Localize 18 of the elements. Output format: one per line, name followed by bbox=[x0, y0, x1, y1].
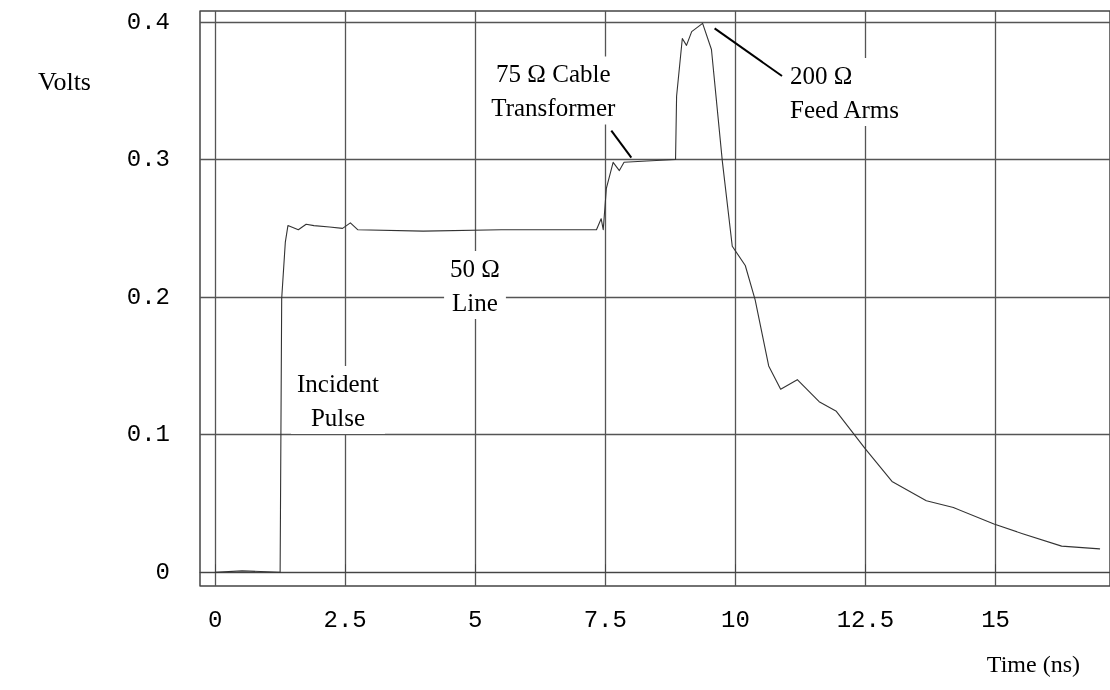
annotation: Incident Pulse bbox=[297, 369, 379, 431]
x-tick-label: 2.5 bbox=[323, 606, 367, 634]
x-tick-label: 0 bbox=[207, 606, 223, 634]
x-axis-title: Time (ns) bbox=[986, 651, 1081, 677]
x-tick-label: 7.5 bbox=[583, 606, 627, 634]
annotation: 200 Ω Feed Arms bbox=[790, 61, 900, 123]
x-tick-label: 15 bbox=[981, 606, 1010, 634]
annotation: 75 Ω Cable Transformer bbox=[491, 60, 617, 122]
y-tick-label: 0.2 bbox=[126, 283, 170, 311]
annotation: 50 Ω Line bbox=[450, 254, 500, 316]
x-tick-label: 12.5 bbox=[836, 606, 895, 634]
y-tick-label: 0.1 bbox=[126, 421, 170, 449]
y-tick-label: 0.4 bbox=[126, 8, 170, 36]
y-tick-label: 0.3 bbox=[126, 146, 170, 174]
x-tick-label: 10 bbox=[720, 606, 750, 634]
x-tick-label: 5 bbox=[468, 606, 483, 634]
y-axis-title: Volts bbox=[38, 66, 91, 96]
y-tick-label: 0 bbox=[155, 558, 170, 586]
